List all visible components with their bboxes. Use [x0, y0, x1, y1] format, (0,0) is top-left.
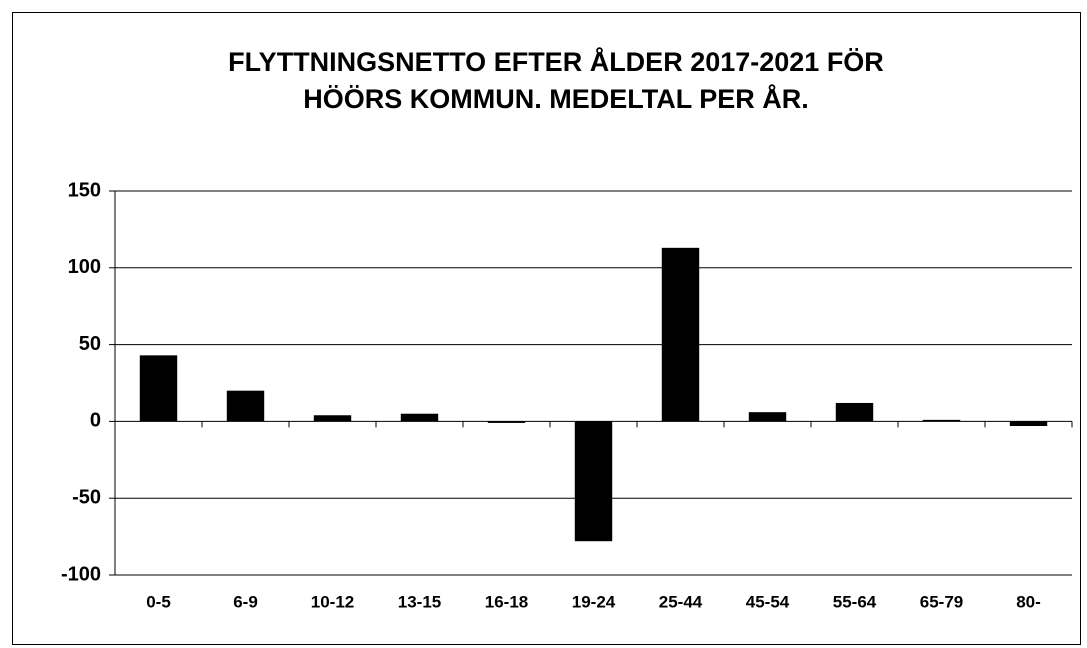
x-tick-label: 65-79 — [920, 592, 963, 611]
chart-title: HÖÖRS KOMMUN. MEDELTAL PER ÅR. — [303, 83, 809, 114]
y-tick-label: -50 — [72, 486, 101, 508]
y-tick-label: 0 — [90, 410, 101, 432]
bar — [1009, 421, 1048, 427]
x-tick-label: 45-54 — [746, 592, 790, 611]
bar — [313, 415, 352, 422]
x-tick-label: 16-18 — [485, 592, 528, 611]
bar — [922, 419, 961, 422]
y-tick-label: 100 — [68, 256, 101, 278]
chart-frame — [12, 12, 1081, 645]
chart-title: FLYTTNINGSNETTO EFTER ÅLDER 2017-2021 FÖ… — [228, 46, 884, 77]
bar — [748, 412, 787, 422]
x-tick-label: 25-44 — [659, 592, 703, 611]
bar — [400, 413, 439, 422]
bar — [661, 247, 700, 422]
y-tick-label: 150 — [68, 179, 101, 201]
bar — [574, 421, 613, 542]
x-tick-label: 10-12 — [311, 592, 354, 611]
x-tick-label: 55-64 — [833, 592, 877, 611]
x-tick-label: 13-15 — [398, 592, 441, 611]
x-tick-label: 6-9 — [233, 592, 258, 611]
bar — [487, 421, 526, 423]
y-tick-label: -100 — [61, 563, 101, 585]
bar — [226, 390, 265, 422]
x-tick-label: 19-24 — [572, 592, 616, 611]
x-tick-label: 80- — [1016, 592, 1041, 611]
bar — [835, 402, 874, 422]
bar — [139, 355, 178, 422]
x-tick-label: 0-5 — [146, 592, 171, 611]
y-tick-label: 50 — [79, 333, 101, 355]
